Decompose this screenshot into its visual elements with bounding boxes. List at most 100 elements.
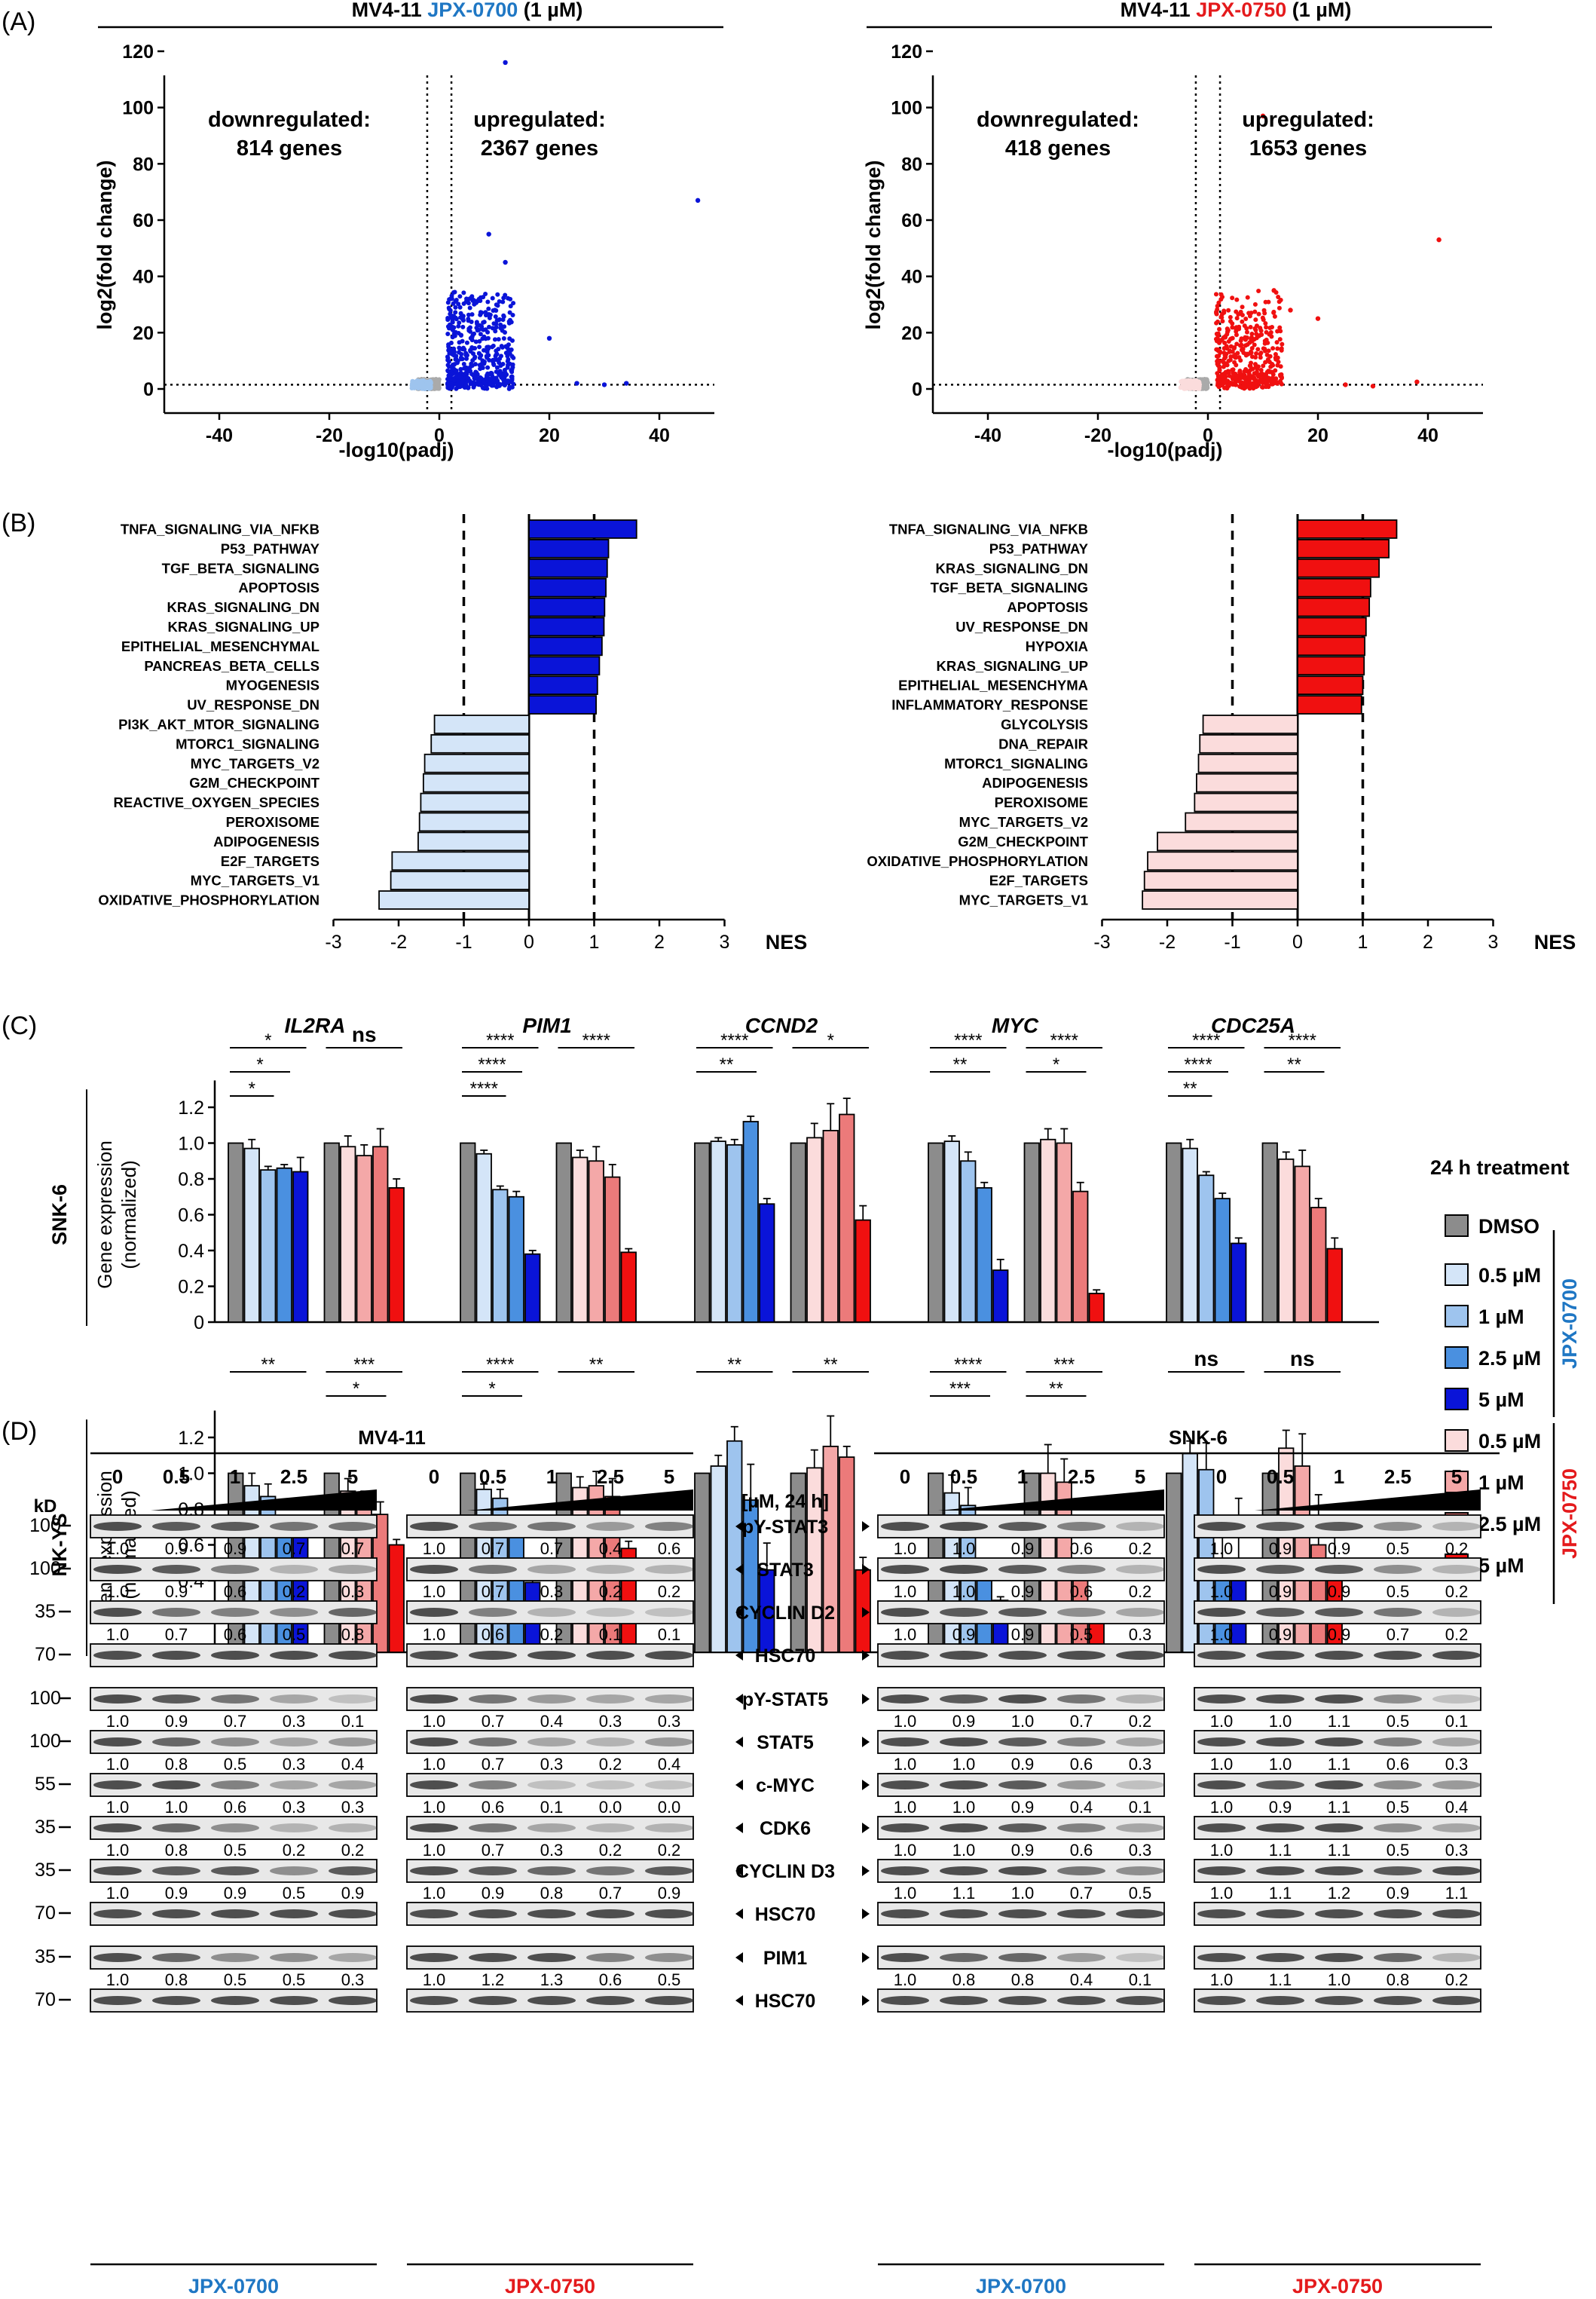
volcano-point-up [502,382,507,387]
legend-swatch [1445,1471,1469,1493]
wb-quant-value: 0.7 [1070,1712,1093,1731]
wb-band [881,1651,929,1660]
wb-band [1432,1608,1481,1617]
gsea-category-label: MYC_TARGETS_V1 [191,873,320,889]
wb-quant-value: 1.0 [106,1884,130,1903]
wb-quant-value: 0.1 [658,1625,681,1644]
volcano-point-up [510,313,515,318]
wb-band [1057,1866,1105,1875]
wb-quant-value: 0.2 [1129,1582,1152,1601]
wb-band [1057,1737,1105,1746]
volcano-point-up [491,362,497,367]
volcano-point-up [1216,360,1221,366]
gsea-category-label: MTORC1_SIGNALING [176,736,320,752]
legend-label: 2.5 µM [1478,1347,1541,1370]
wb-band [586,1737,634,1746]
wb-band [586,1996,634,2005]
wb-band [1374,1737,1422,1746]
volcano-point-outlier [486,231,491,237]
wb-band [211,1953,259,1962]
volcano-point-up [461,372,466,377]
volcano-point-up [466,312,471,317]
wb-quant-value: 0.3 [341,1582,365,1601]
qpcr-sig-label: *** [1053,1355,1075,1375]
wb-band [410,1953,458,1962]
volcano-point-up [1272,314,1277,319]
wb-band [93,1996,142,2005]
volcano-point-up [1273,368,1278,373]
wb-band [410,1694,458,1704]
volcano-point-up [1231,382,1236,387]
wb-band [1315,1866,1363,1875]
wb-band [270,1608,318,1617]
volcano-point-up [500,299,506,305]
wb-band [881,1823,929,1832]
volcano-point-up [1279,372,1284,377]
gsea-category-label: OXIDATIVE_PHOSPHORYLATION [867,853,1088,869]
wb-quant-value: 0.1 [1129,1798,1152,1817]
wb-quant-value: 1.1 [1269,1884,1292,1903]
wb-protein-label: STAT3 [757,1560,813,1581]
wb-band [1374,1565,1422,1574]
wb-quant-value: 0.9 [1328,1625,1351,1644]
wb-kd-marker: 35 [35,1601,56,1622]
wb-band [329,1996,377,2005]
gsea-bar [422,773,530,793]
gsea-bar [528,656,601,676]
wb-band [586,1866,634,1875]
wb-quant-value: 0.3 [283,1755,306,1774]
wb-quant-value: 1.2 [482,1970,505,1989]
qpcr-y-tick-label: 0.2 [178,1277,204,1298]
wb-protein-label: HSC70 [755,1904,816,1925]
qpcr-bar [976,1186,992,1323]
volcano-point-up [1249,374,1254,379]
gsea-category-label: TNFA_SIGNALING_VIA_NFKB [121,522,320,537]
volcano-point-up [1215,307,1220,312]
wb-quant-value: 0.9 [1328,1582,1351,1601]
volcano-point-up [1271,309,1276,314]
wb-band [1374,1780,1422,1789]
volcano-y-tick-label: 0 [143,379,154,400]
legend-label: 2.5 µM [1478,1513,1541,1535]
volcano-point-up [1263,360,1268,365]
volcano-point-up [1270,346,1276,351]
wb-dose-label: 2.5 [597,1465,624,1488]
wb-band [1197,1780,1246,1789]
wb-quant-value: 1.0 [423,1539,446,1558]
wb-band [329,1565,377,1574]
wb-band [1256,1780,1304,1789]
wb-protein-label: CYCLIN D2 [735,1603,835,1624]
volcano-point-up [1223,354,1228,360]
wb-band [1057,1522,1105,1531]
volcano-point-up [459,356,464,361]
gsea-category-label: KRAS_SIGNALING_UP [168,619,320,635]
volcano-point-up [464,296,469,302]
volcano-point-up [495,378,500,384]
volcano-point-up [1249,350,1254,355]
wb-band [410,1565,458,1574]
volcano-point-up [1247,314,1252,319]
volcano-point-up [461,290,466,295]
volcano-point-up [1218,314,1224,320]
volcano-point-up [1237,384,1243,389]
gsea-bar [1297,617,1367,637]
wb-quant-value: 1.0 [423,1970,446,1989]
volcano-title-dose: (1 µM) [1286,0,1351,21]
qpcr-bar [356,1155,372,1323]
volcano-point-up [1261,363,1266,369]
wb-band [1315,1565,1363,1574]
volcano-point-up [453,329,458,335]
wb-protein-label: pY-STAT5 [742,1689,828,1710]
wb-band [1315,1651,1363,1660]
gsea-bar [528,695,597,715]
wb-quant-value: 1.0 [894,1970,917,1989]
wb-quant-value: 1.0 [1210,1625,1234,1644]
qpcr-bar [243,1147,260,1323]
wb-quant-value: 1.0 [1328,1970,1351,1989]
volcano-point-up [1245,295,1250,300]
volcano-point-up [1258,351,1263,357]
wb-band [211,1780,259,1789]
qpcr-sig-label: ** [589,1355,604,1375]
qpcr-sig-label: ** [824,1355,838,1375]
volcano-point-up [447,297,452,302]
